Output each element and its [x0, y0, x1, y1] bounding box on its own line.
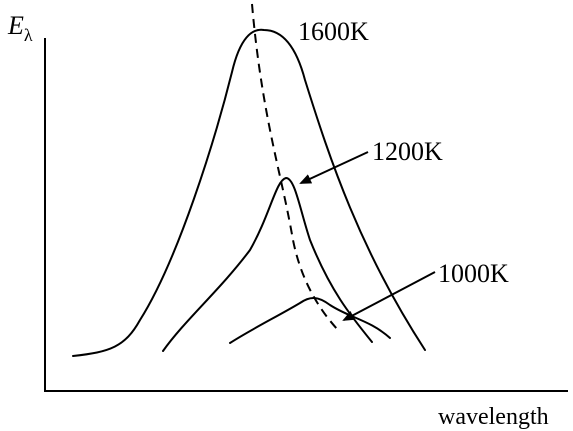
arrow-1200k — [299, 151, 369, 184]
label-1600k: 1600K — [298, 17, 369, 46]
arrow-1000k — [342, 271, 436, 321]
label-1000k: 1000K — [438, 259, 509, 288]
curve-1200k — [162, 177, 373, 352]
label-1200k: 1200K — [372, 137, 443, 166]
curve-1600k — [72, 28, 426, 357]
x-axis-label: wavelength — [438, 404, 549, 430]
wien-peak-dashed-line — [251, 3, 339, 331]
curve-1000k — [229, 297, 391, 344]
y-axis-label: Eλ — [7, 11, 33, 45]
